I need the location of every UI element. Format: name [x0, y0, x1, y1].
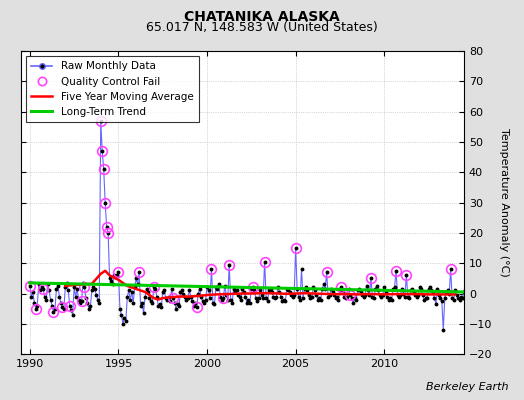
Y-axis label: Temperature Anomaly (°C): Temperature Anomaly (°C): [499, 128, 509, 277]
Text: CHATANIKA ALASKA: CHATANIKA ALASKA: [184, 10, 340, 24]
Text: Berkeley Earth: Berkeley Earth: [426, 382, 508, 392]
Text: 65.017 N, 148.583 W (United States): 65.017 N, 148.583 W (United States): [146, 21, 378, 34]
Legend: Raw Monthly Data, Quality Control Fail, Five Year Moving Average, Long-Term Tren: Raw Monthly Data, Quality Control Fail, …: [26, 56, 199, 122]
Title: CHATANIKA ALASKA
65.017 N, 148.583 W (United States): CHATANIKA ALASKA 65.017 N, 148.583 W (Un…: [0, 399, 1, 400]
